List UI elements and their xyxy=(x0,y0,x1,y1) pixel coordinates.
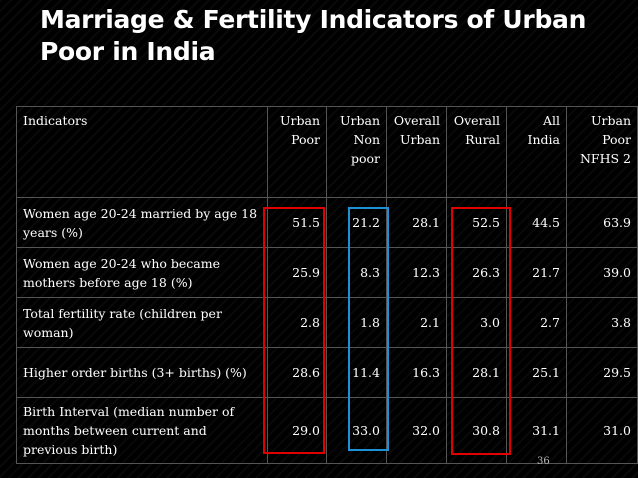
cell-value: 25.1 xyxy=(506,347,567,398)
cell-value: 3.8 xyxy=(566,297,638,348)
row-label: Women age 20-24 who became mothers befor… xyxy=(16,247,268,298)
row-label: Women age 20-24 married by age 18 years … xyxy=(16,197,268,248)
cell-value: 1.8 xyxy=(326,297,387,348)
cell-value: 33.0 xyxy=(326,397,387,464)
cell-value: 52.5 xyxy=(446,197,507,248)
cell-value: 2.7 xyxy=(506,297,567,348)
header-urban-poor: Urban Poor xyxy=(267,106,327,198)
urban-poor-highlight-box xyxy=(263,207,325,454)
table-row: Women age 20-24 married by age 18 years … xyxy=(16,197,638,248)
cell-value: 39.0 xyxy=(566,247,638,298)
header-urban-nonpoor: Urban Non poor xyxy=(326,106,387,198)
urban-nonpoor-highlight-box xyxy=(348,207,389,451)
table-header-row: Indicators Urban Poor Urban Non poor Overal… xyxy=(16,106,638,198)
table-row: Birth Interval (median number of months … xyxy=(16,397,638,464)
cell-value: 12.3 xyxy=(386,247,447,298)
table-row: Women age 20-24 who became mothers befor… xyxy=(16,247,638,298)
cell-value: 2.1 xyxy=(386,297,447,348)
row-label: Total fertility rate (children per woman… xyxy=(16,297,268,348)
header-overall-urban: Overall Urban xyxy=(386,106,447,198)
row-label: Birth Interval (median number of months … xyxy=(16,397,268,464)
cell-value: 31.1 xyxy=(506,397,567,464)
cell-value: 32.0 xyxy=(386,397,447,464)
cell-value: 63.9 xyxy=(566,197,638,248)
cell-value: 2.8 xyxy=(267,297,327,348)
cell-value: 26.3 xyxy=(446,247,507,298)
cell-value: 16.3 xyxy=(386,347,447,398)
table-row: Total fertility rate (children per woman… xyxy=(16,297,638,348)
header-urban-poor-nfhs2: Urban Poor NFHS 2 xyxy=(566,106,638,198)
cell-value: 3.0 xyxy=(446,297,507,348)
cell-value: 28.1 xyxy=(386,197,447,248)
cell-value: 11.4 xyxy=(326,347,387,398)
header-indicators: Indicators xyxy=(16,106,268,198)
indicators-table: Indicators Urban Poor Urban Non poor Overal… xyxy=(16,106,638,464)
slide-title: Marriage & Fertility Indicators of Urban… xyxy=(40,5,587,66)
cell-value: 51.5 xyxy=(267,197,327,248)
header-overall-rural: Overall Rural xyxy=(446,106,507,198)
table-row: Higher order births (3+ births) (%) 28.6… xyxy=(16,347,638,398)
row-label: Higher order births (3+ births) (%) xyxy=(16,347,268,398)
cell-value: 30.8 xyxy=(446,397,507,464)
slide-number: 36 xyxy=(537,456,550,467)
cell-value: 31.0 xyxy=(566,397,638,464)
cell-value: 44.5 xyxy=(506,197,567,248)
header-all-india: All India xyxy=(506,106,567,198)
cell-value: 29.5 xyxy=(566,347,638,398)
cell-value: 21.7 xyxy=(506,247,567,298)
overall-rural-highlight-box xyxy=(451,207,511,455)
